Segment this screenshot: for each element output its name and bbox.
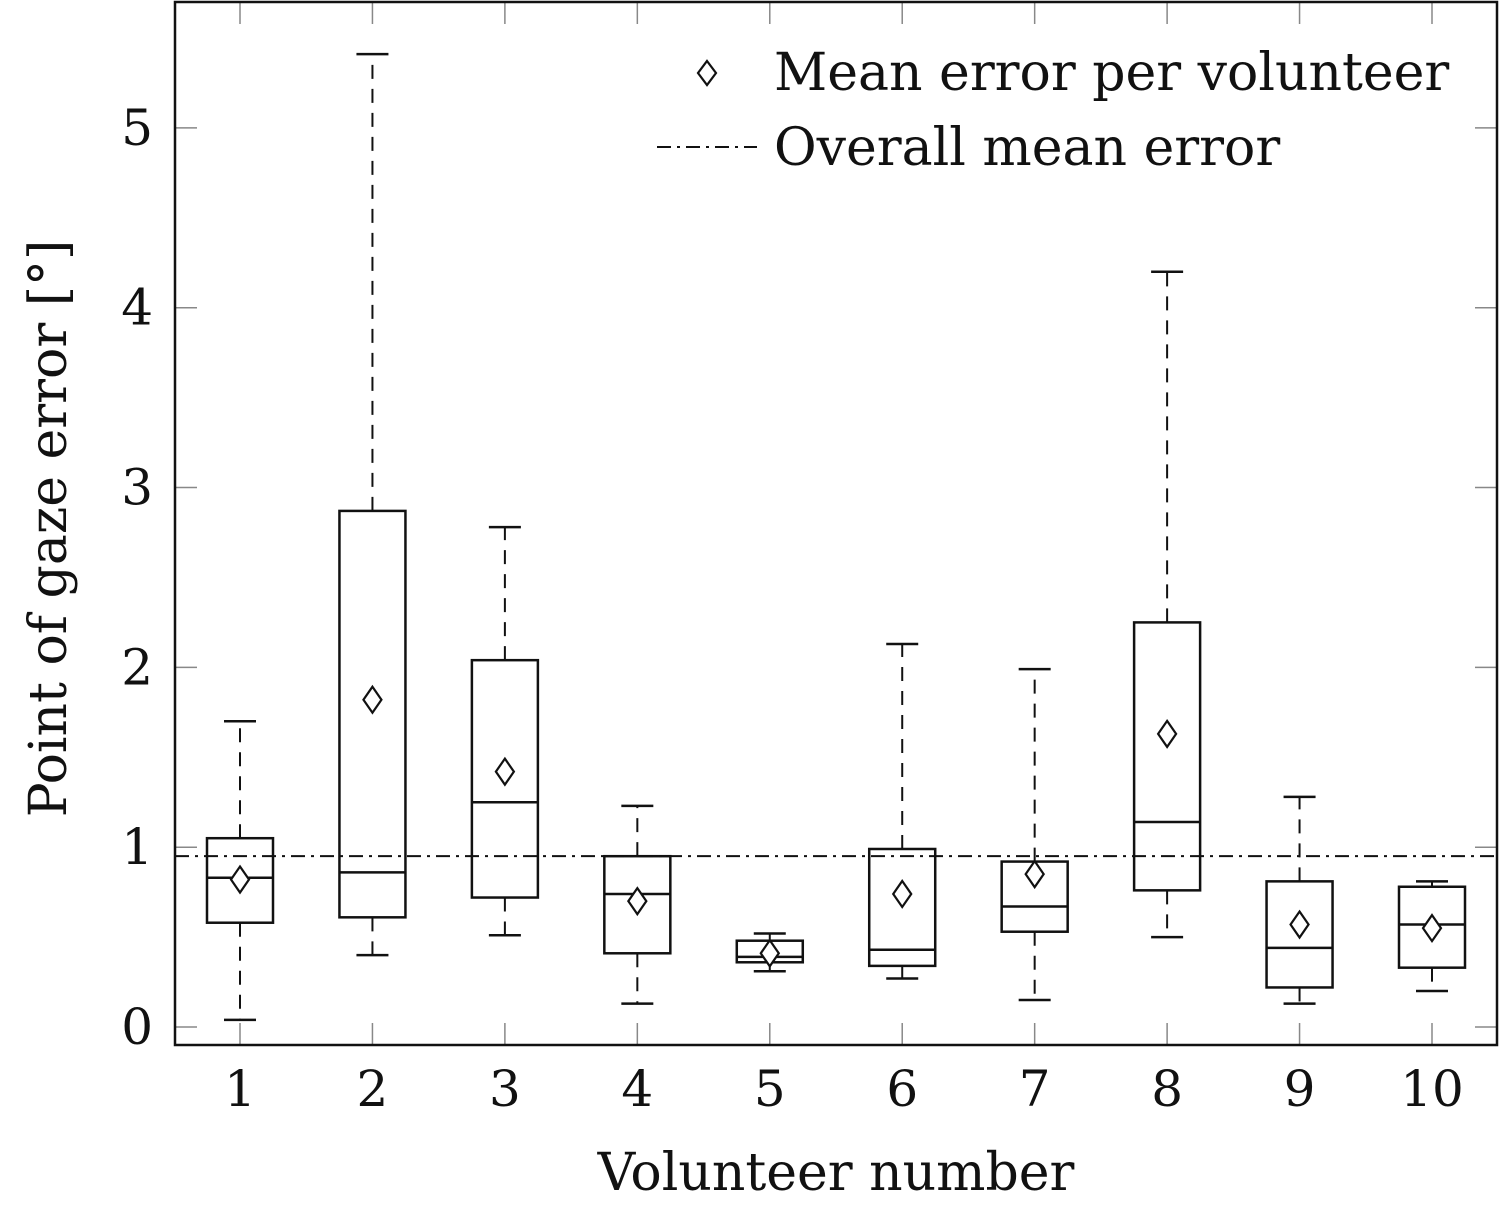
mean-marker [362,684,383,715]
mean-marker [1024,859,1046,890]
legend: Mean error per volunteer Overall mean er… [657,43,1449,178]
mean-marker [494,756,516,787]
legend-overall-mean-label: Overall mean error [774,118,1280,178]
iqr-box [867,847,937,968]
box-volunteer-10 [1397,880,1467,993]
iqr-box [1132,621,1202,892]
x-tick-label: 8 [1151,1060,1183,1118]
legend-mean-marker [696,59,718,87]
iqr-box [1397,885,1467,969]
box-volunteer-1 [205,720,275,1022]
ticks-layer: 0 1 2 3 4 5 1 2 3 4 5 6 7 8 9 10 [121,2,1497,1118]
iqr-box [470,658,540,899]
box-volunteer-8 [1132,270,1202,939]
y-tick-label: 3 [121,459,153,517]
mean-marker [626,886,648,917]
x-tick-label: 4 [621,1060,653,1118]
x-axis-title: Volunteer number [597,1143,1075,1203]
x-tick-label: 6 [886,1060,918,1118]
mean-marker [891,879,913,909]
box-volunteer-6 [867,642,937,980]
iqr-box [603,854,672,955]
box-volunteer-5 [735,932,805,973]
x-tick-label: 1 [224,1060,256,1118]
mean-marker [1289,909,1310,940]
legend-mean-label: Mean error per volunteer [774,43,1449,103]
mean-marker [1421,913,1443,944]
y-tick-label: 1 [121,818,153,876]
iqr-box [338,509,407,919]
iqr-box [1265,880,1334,989]
box-volunteer-4 [603,804,672,1005]
x-tick-label: 9 [1284,1060,1316,1118]
mean-marker [759,938,781,969]
x-tick-label: 3 [489,1060,521,1118]
mean-marker [229,864,251,895]
x-tick-label: 7 [1019,1060,1051,1118]
x-tick-label: 2 [357,1060,389,1118]
y-axis-title: Point of gaze error [°] [19,240,79,818]
y-tick-label: 2 [121,638,153,696]
plot-frame [173,0,1499,1047]
y-tick-label: 0 [121,998,153,1056]
box-volunteer-3 [470,525,540,937]
iqr-box [205,836,275,924]
y-tick-label: 5 [121,99,153,157]
y-tick-label: 4 [121,279,153,337]
x-tick-label: 10 [1400,1060,1464,1118]
box-volunteer-9 [1265,795,1334,1005]
box-volunteer-2 [338,52,407,957]
mean-marker [1156,718,1178,749]
x-tick-label: 5 [754,1060,786,1118]
boxes-layer [205,52,1467,1022]
box-volunteer-7 [1000,667,1069,1002]
